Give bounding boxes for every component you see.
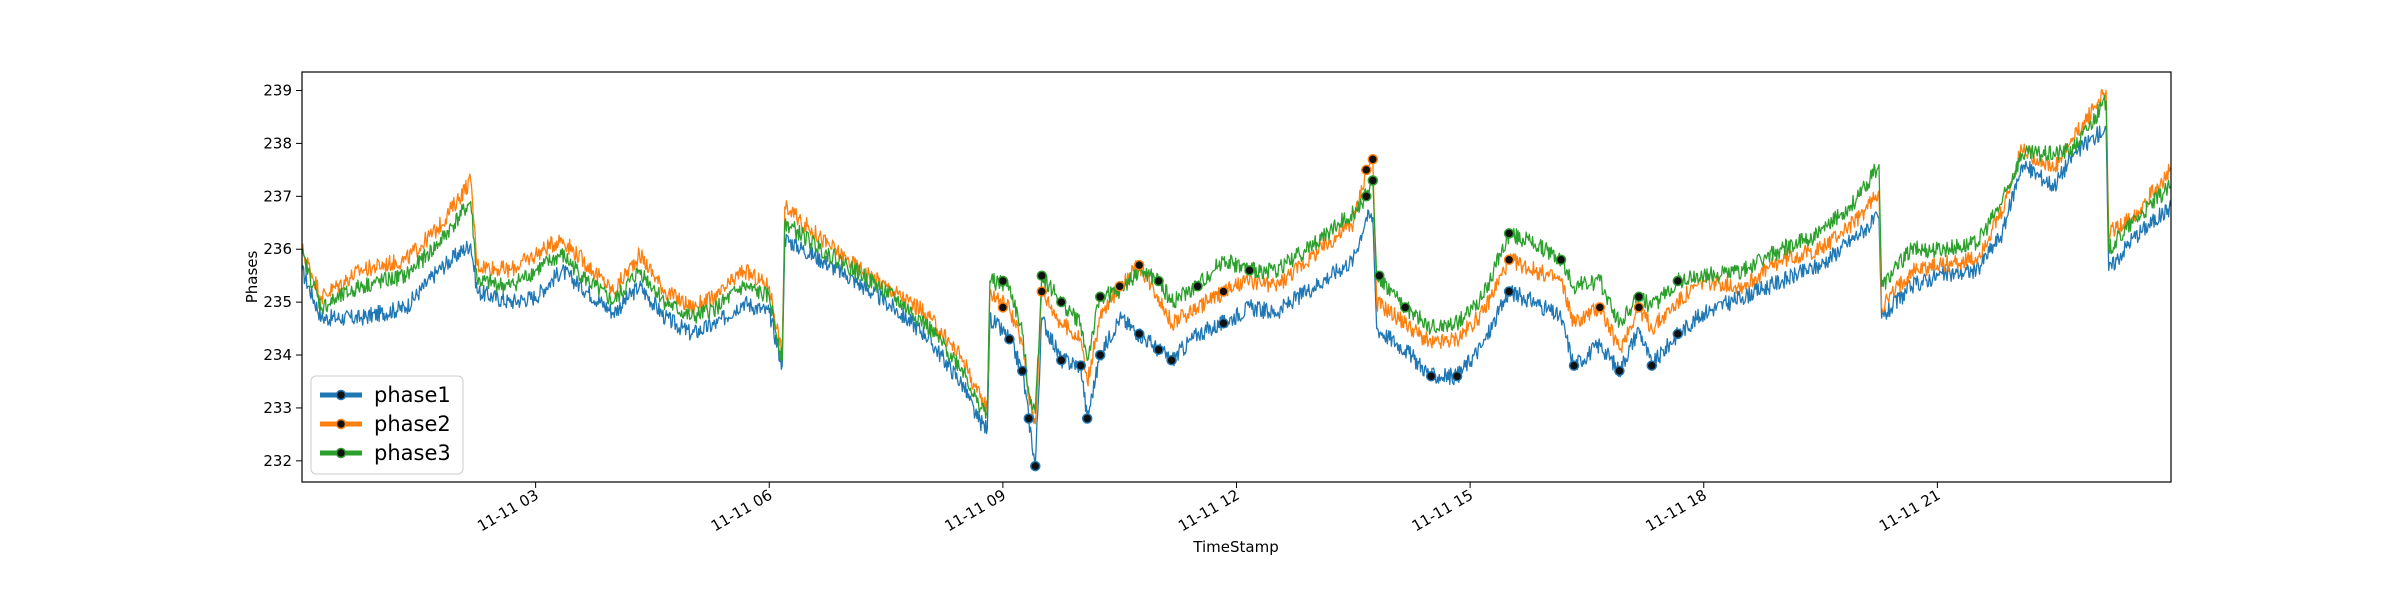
legend: phase1 phase2 phase3 bbox=[310, 375, 464, 475]
marker-phase2 bbox=[1594, 302, 1606, 313]
legend-label-phase2: phase2 bbox=[374, 412, 451, 436]
marker-phase3 bbox=[1399, 302, 1411, 313]
marker-phase3 bbox=[1367, 175, 1379, 186]
marker-phase1 bbox=[1425, 370, 1437, 382]
legend-box bbox=[310, 375, 464, 475]
marker-phase3 bbox=[997, 275, 1009, 287]
series-layer bbox=[302, 88, 2171, 467]
marker-phase1 bbox=[1023, 413, 1035, 424]
legend-marker-phase1 bbox=[335, 389, 347, 401]
series-line-phase2 bbox=[302, 88, 2171, 425]
y-tick-label: 238 bbox=[263, 134, 292, 152]
marker-phase3 bbox=[1153, 275, 1164, 287]
marker-phase3 bbox=[1503, 228, 1515, 239]
marker-phase3 bbox=[1374, 270, 1385, 281]
marker-phase3 bbox=[1036, 270, 1048, 281]
y-axis: 232 233 234 235 236 237 238 239 bbox=[263, 82, 302, 470]
marker-phase1 bbox=[1094, 349, 1106, 361]
marker-phase1 bbox=[1568, 360, 1580, 371]
y-tick-label: 239 bbox=[263, 82, 292, 100]
marker-phase1 bbox=[1075, 360, 1087, 371]
marker-phase2 bbox=[997, 302, 1009, 313]
marker-phase2 bbox=[1218, 286, 1229, 297]
legend-marker-phase3 bbox=[335, 447, 347, 459]
series-line-phase1 bbox=[302, 125, 2171, 467]
marker-phase2 bbox=[1114, 281, 1125, 292]
marker-phase3 bbox=[1244, 265, 1255, 276]
marker-phase1 bbox=[1030, 460, 1041, 472]
marker-phase1 bbox=[1503, 286, 1515, 297]
marker-phase3 bbox=[1361, 191, 1372, 202]
marker-phase1 bbox=[1133, 328, 1145, 340]
marker-phase1 bbox=[1166, 355, 1177, 366]
y-tick-label: 236 bbox=[263, 240, 292, 258]
marker-phase1 bbox=[1153, 344, 1164, 355]
marker-phase1 bbox=[1451, 370, 1463, 382]
y-tick-label: 232 bbox=[263, 452, 292, 470]
marker-phase1 bbox=[1081, 413, 1093, 424]
marker-phase1 bbox=[1004, 333, 1015, 345]
marker-phase1 bbox=[1614, 365, 1625, 377]
marker-phase3 bbox=[1056, 296, 1067, 308]
y-tick-label: 234 bbox=[263, 346, 292, 364]
marker-phase3 bbox=[1672, 275, 1684, 287]
marker-phase1 bbox=[1672, 328, 1684, 340]
marker-phase3 bbox=[1094, 291, 1106, 303]
y-tick-label: 237 bbox=[263, 187, 292, 205]
marker-phase2 bbox=[1361, 164, 1372, 176]
marker-phase3 bbox=[1555, 254, 1567, 266]
marker-phase1 bbox=[1056, 355, 1067, 366]
legend-label-phase3: phase3 bbox=[374, 441, 451, 465]
y-tick-label: 235 bbox=[263, 293, 292, 311]
marker-phase1 bbox=[1017, 365, 1028, 377]
marker-phase1 bbox=[1218, 318, 1229, 329]
y-axis-label: Phases bbox=[243, 251, 261, 304]
marker-phase2 bbox=[1036, 286, 1048, 297]
marker-phase2 bbox=[1133, 259, 1145, 271]
marker-phase3 bbox=[1192, 281, 1203, 292]
marker-phase1 bbox=[1646, 360, 1658, 371]
marker-layer bbox=[997, 154, 1684, 472]
marker-phase2 bbox=[1503, 254, 1515, 266]
legend-label-phase1: phase1 bbox=[374, 383, 451, 407]
x-axis-label: TimeStamp bbox=[1192, 538, 1278, 556]
marker-phase2 bbox=[1633, 302, 1645, 313]
marker-phase3 bbox=[1633, 291, 1645, 303]
legend-marker-phase2 bbox=[335, 418, 347, 430]
y-tick-label: 233 bbox=[263, 399, 292, 417]
series-line-phase3 bbox=[302, 95, 2171, 419]
marker-phase2 bbox=[1367, 154, 1379, 165]
